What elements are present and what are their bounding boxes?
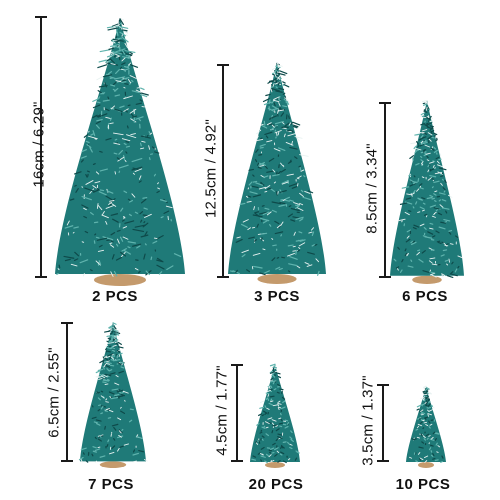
size-label: 6.5cm / 2.55"	[45, 347, 63, 438]
height-scale-bar	[379, 102, 391, 278]
quantity-label: 6 PCS	[402, 288, 448, 305]
height-scale-bar	[217, 64, 229, 278]
height-scale-bar	[35, 16, 47, 278]
quantity-label: 10 PCS	[395, 476, 451, 493]
bottlebrush-tree-image	[55, 18, 185, 286]
size-label: 4.5cm / 1.77"	[213, 365, 231, 456]
quantity-label: 7 PCS	[88, 476, 134, 493]
size-label: 3.5cm / 1.37"	[359, 375, 377, 466]
bottlebrush-tree-image	[390, 100, 464, 284]
height-scale-bar	[377, 384, 389, 462]
quantity-label: 3 PCS	[254, 288, 300, 305]
quantity-label: 20 PCS	[248, 476, 304, 493]
bottlebrush-tree-image	[250, 363, 300, 468]
bottlebrush-tree-image	[228, 62, 326, 284]
height-scale-bar	[231, 364, 243, 462]
size-label: 16cm / 6.29"	[30, 101, 48, 188]
size-label: 8.5cm / 3.34"	[363, 143, 381, 234]
quantity-label: 2 PCS	[92, 288, 138, 305]
size-label: 12.5cm / 4.92"	[202, 119, 220, 219]
bottlebrush-tree-image	[406, 385, 446, 468]
bottlebrush-tree-image	[78, 322, 148, 468]
height-scale-bar	[61, 322, 73, 462]
